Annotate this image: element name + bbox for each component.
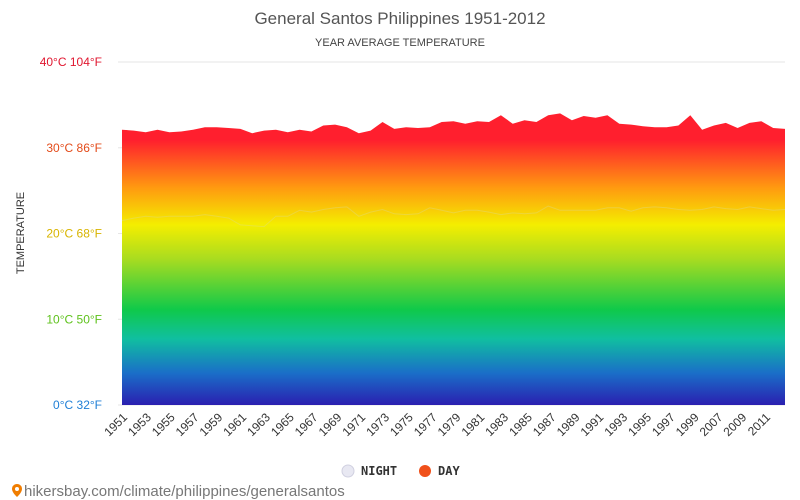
x-axis-ticks: 1951195319551957195919611963196519671969… bbox=[101, 410, 773, 439]
legend-item-night[interactable]: NIGHT bbox=[341, 464, 397, 478]
x-tick-label: 1971 bbox=[339, 410, 368, 439]
x-tick-label: 1953 bbox=[125, 410, 154, 439]
legend-night-label: NIGHT bbox=[361, 464, 397, 478]
night-temperature-line bbox=[121, 205, 786, 228]
x-tick-label: 1967 bbox=[292, 410, 321, 439]
y-tick-label: 20°C 68°F bbox=[46, 227, 102, 241]
x-tick-label: 1955 bbox=[149, 410, 178, 439]
x-tick-label: 1975 bbox=[387, 410, 416, 439]
x-tick-label: 1965 bbox=[268, 410, 297, 439]
x-tick-label: 1979 bbox=[435, 410, 464, 439]
y-tick-label: 30°C 86°F bbox=[46, 141, 102, 155]
y-tick-label: 40°C 104°F bbox=[40, 55, 102, 69]
x-tick-label: 1995 bbox=[625, 410, 654, 439]
x-tick-label: 2009 bbox=[721, 410, 750, 439]
x-tick-label: 1997 bbox=[649, 410, 678, 439]
x-tick-label: 1951 bbox=[101, 410, 130, 439]
x-tick-label: 1991 bbox=[578, 410, 607, 439]
legend-night-marker bbox=[341, 464, 355, 478]
x-tick-label: 1961 bbox=[220, 410, 249, 439]
watermark-text: hikersbay.com/climate/philippines/genera… bbox=[24, 483, 345, 500]
day-temperature-area bbox=[122, 113, 785, 406]
y-tick-label: 0°C 32°F bbox=[53, 398, 102, 412]
x-tick-label: 1959 bbox=[197, 410, 226, 439]
chart-subtitle: YEAR AVERAGE TEMPERATURE bbox=[315, 37, 485, 49]
x-tick-label: 1957 bbox=[173, 410, 202, 439]
y-axis-ticks: 0°C 32°F 10°C 50°F 20°C 68°F 30°C 86°F 40°C … bbox=[40, 55, 102, 412]
legend-day-label: DAY bbox=[438, 464, 460, 478]
x-tick-label: 1973 bbox=[363, 410, 392, 439]
legend-item-day[interactable]: DAY bbox=[419, 464, 460, 478]
x-tick-label: 2007 bbox=[697, 410, 726, 439]
chart-title: General Santos Philippines 1951-2012 bbox=[254, 9, 545, 28]
legend: NIGHT DAY bbox=[341, 464, 460, 478]
x-tick-label: 1993 bbox=[601, 410, 630, 439]
x-tick-label: 1977 bbox=[411, 410, 440, 439]
x-tick-label: 1989 bbox=[554, 410, 583, 439]
x-tick-label: 1999 bbox=[673, 410, 702, 439]
location-pin-icon bbox=[12, 484, 22, 497]
x-tick-label: 1983 bbox=[482, 410, 511, 439]
watermark-link[interactable]: hikersbay.com/climate/philippines/genera… bbox=[12, 483, 345, 500]
x-tick-label: 1981 bbox=[459, 410, 488, 439]
legend-day-marker bbox=[419, 465, 431, 477]
x-tick-label: 1963 bbox=[244, 410, 273, 439]
x-tick-label: 1987 bbox=[530, 410, 559, 439]
x-tick-label: 1969 bbox=[316, 410, 345, 439]
x-tick-label: 1985 bbox=[506, 410, 535, 439]
x-tick-label: 2011 bbox=[745, 410, 773, 438]
y-tick-label: 10°C 50°F bbox=[46, 312, 102, 326]
y-axis-label: TEMPERATURE bbox=[15, 192, 27, 274]
